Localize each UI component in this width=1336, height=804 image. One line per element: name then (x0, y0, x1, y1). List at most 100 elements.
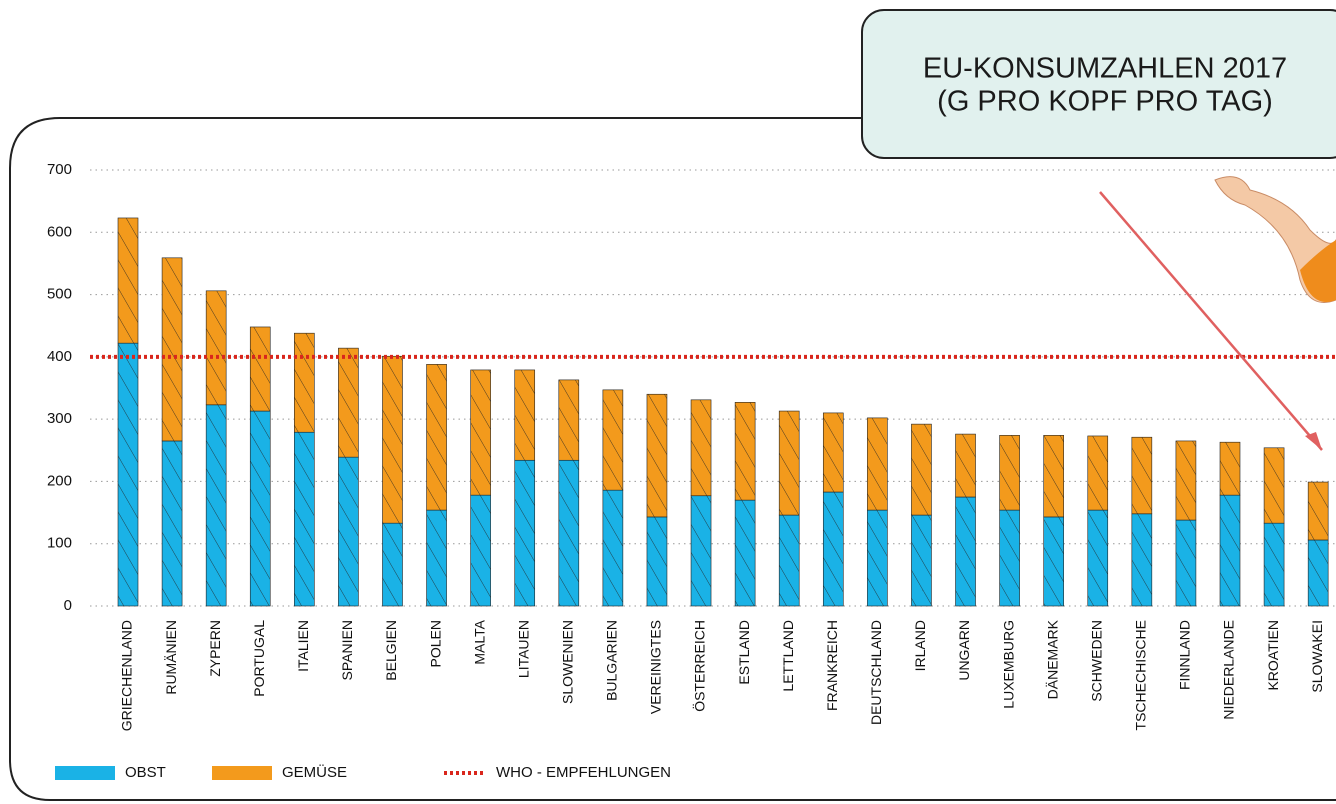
bar-hatch (823, 492, 843, 606)
bar-hatch (647, 517, 667, 606)
chart-title: EU-KONSUMZAHLEN 2017 (923, 53, 1287, 85)
bar-hatch (294, 333, 314, 432)
bar-hatch (1000, 510, 1020, 606)
bar-hatch (427, 364, 447, 510)
x-tick-label: MALTA (471, 619, 487, 664)
y-tick-label: 500 (47, 286, 72, 303)
bar-hatch (735, 500, 755, 606)
bar-hatch (867, 510, 887, 606)
bar-hatch (338, 457, 358, 606)
bar-hatch (603, 490, 623, 606)
bar-hatch (1308, 482, 1328, 540)
y-tick-label: 100 (47, 535, 72, 552)
bar-hatch (250, 411, 270, 606)
bar-hatch (1044, 517, 1064, 606)
bar-hatch (1264, 448, 1284, 523)
x-tick-label: KROATIEN (1265, 620, 1281, 691)
bar-hatch (206, 291, 226, 405)
x-tick-label: NIEDERLANDE (1221, 620, 1237, 720)
bar-hatch (382, 356, 402, 523)
bar-hatch (162, 258, 182, 441)
bar-hatch (1264, 523, 1284, 606)
x-tick-label: LUXEMBURG (1000, 620, 1016, 709)
y-tick-label: 700 (47, 161, 72, 178)
bar-hatch (1000, 435, 1020, 510)
bar-hatch (1088, 436, 1108, 510)
bar-hatch (956, 434, 976, 497)
legend-swatch (212, 766, 272, 780)
bar-hatch (382, 523, 402, 606)
bar-hatch (911, 424, 931, 515)
x-tick-label: GRIECHENLAND (119, 620, 135, 731)
y-tick-label: 200 (47, 472, 72, 489)
bar-hatch (338, 348, 358, 457)
y-tick-label: 400 (47, 348, 72, 365)
bar-hatch (911, 515, 931, 606)
bar-hatch (162, 441, 182, 606)
legend: OBST GEMÜSE WHO - EMPFEHLUNGEN (55, 763, 671, 781)
bar-hatch (515, 370, 535, 460)
bar-hatch (603, 390, 623, 490)
x-tick-label: ÖSTERREICH (691, 620, 708, 712)
bar-hatch (1132, 437, 1152, 514)
legend-swatch (55, 766, 115, 780)
bar-hatch (956, 497, 976, 606)
bar-hatch (1088, 510, 1108, 606)
x-tick-label: ITALIEN (295, 620, 311, 672)
bar-hatch (691, 496, 711, 606)
x-tick-label: SPANIEN (339, 620, 355, 680)
bar-hatch (1176, 520, 1196, 606)
bar-hatch (118, 218, 138, 343)
chart-subtitle: (G PRO KOPF PRO TAG) (937, 86, 1273, 118)
x-tick-label: DÄNEMARK (1044, 619, 1060, 699)
chart: 0100200300400500600700GRIECHENLANDRUMÄNI… (0, 0, 1336, 804)
x-tick-label: FRANKREICH (824, 620, 840, 711)
bar-hatch (294, 432, 314, 606)
bar-hatch (206, 405, 226, 606)
legend-label: OBST (125, 764, 166, 781)
x-tick-label: BULGARIEN (604, 620, 620, 701)
bar-hatch (1220, 442, 1240, 495)
bar-hatch (1308, 540, 1328, 606)
bar-hatch (559, 460, 579, 606)
bar-hatch (647, 394, 667, 517)
bar-hatch (515, 460, 535, 606)
bar-hatch (471, 495, 491, 606)
x-tick-label: ZYPERN (207, 620, 223, 677)
bar-hatch (867, 418, 887, 510)
x-tick-label: SLOWAKEI (1309, 620, 1325, 693)
bar-hatch (471, 370, 491, 495)
y-tick-label: 0 (64, 597, 72, 614)
bar-hatch (250, 327, 270, 411)
x-tick-label: VEREINIGTES (648, 620, 664, 714)
x-tick-label: RUMÄNIEN (163, 620, 179, 695)
x-tick-label: PORTUGAL (251, 620, 267, 697)
bar-hatch (823, 413, 843, 492)
x-tick-label: ESTLAND (736, 620, 752, 685)
bar-hatch (118, 343, 138, 606)
bar-hatch (779, 515, 799, 606)
bar-hatch (691, 400, 711, 496)
x-tick-label: LITAUEN (515, 620, 531, 678)
x-tick-label: SCHWEDEN (1088, 620, 1104, 702)
y-tick-label: 600 (47, 223, 72, 240)
legend-label: GEMÜSE (282, 763, 347, 781)
x-tick-label: TSCHECHISCHE (1133, 620, 1149, 730)
bar-hatch (1132, 514, 1152, 606)
legend-label: WHO - EMPFEHLUNGEN (496, 764, 671, 781)
bar-hatch (1220, 495, 1240, 606)
bar-hatch (1176, 441, 1196, 520)
x-tick-label: POLEN (427, 620, 443, 667)
bar-hatch (427, 510, 447, 606)
x-tick-label: IRLAND (912, 620, 928, 671)
x-tick-label: DEUTSCHLAND (868, 620, 884, 725)
x-tick-label: FINNLAND (1177, 620, 1193, 690)
x-tick-label: UNGARN (956, 620, 972, 681)
bar-hatch (779, 411, 799, 515)
x-tick-label: BELGIEN (383, 620, 399, 681)
bar-hatch (1044, 435, 1064, 517)
bar-hatch (735, 402, 755, 500)
x-tick-label: LETTLAND (780, 620, 796, 692)
x-tick-label: SLOWENIEN (560, 620, 576, 704)
